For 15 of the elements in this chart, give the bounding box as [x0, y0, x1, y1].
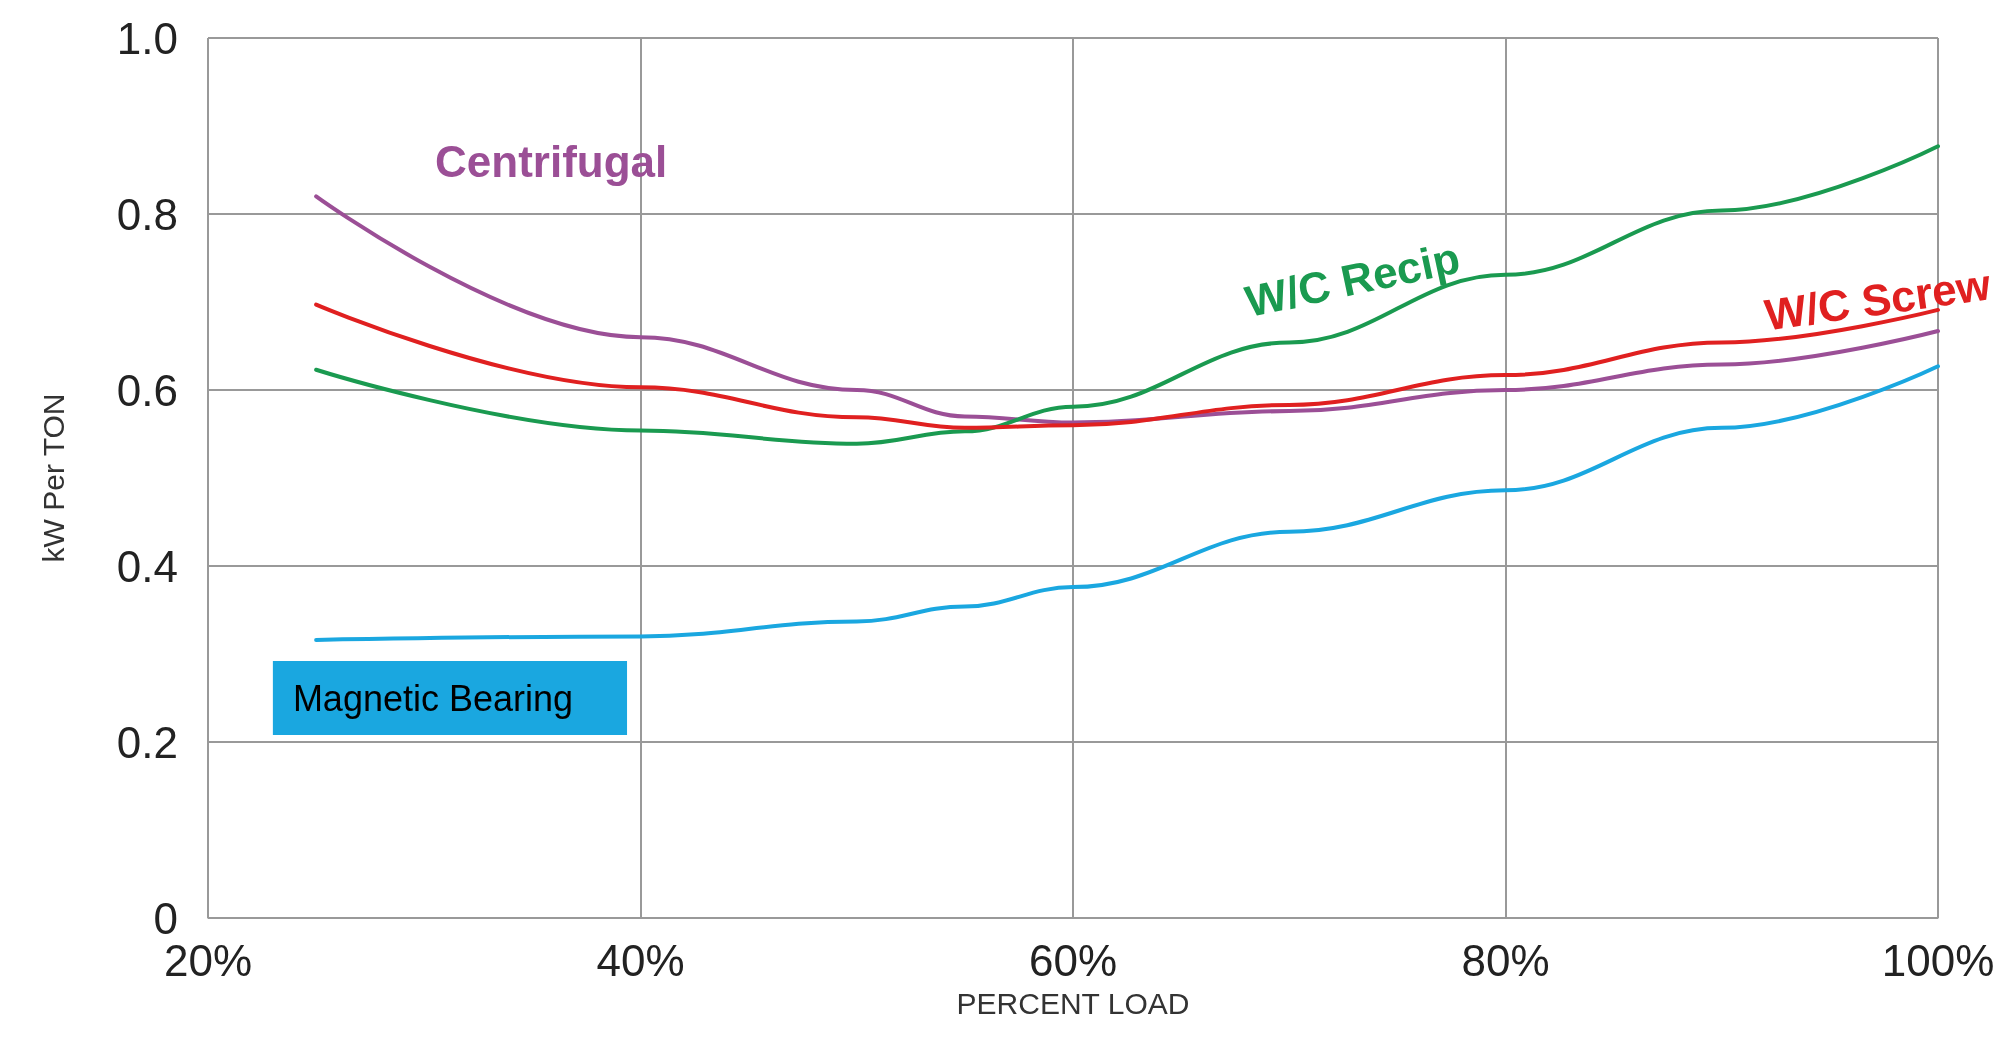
x-tick-label: 80%: [1461, 935, 1550, 985]
y-axis-title: kW Per TON: [36, 393, 70, 563]
text: W/C Screw: [1761, 259, 1995, 340]
x-tick-label: 60%: [1028, 935, 1118, 985]
x-tick-label: 40%: [596, 935, 685, 985]
text: W/C Recip: [1240, 232, 1464, 326]
line-series: [314, 364, 1940, 642]
x-axis-title: PERCENT LOAD: [956, 986, 1190, 1020]
x-tick-label: 100%: [1881, 935, 1995, 985]
y-tick-label: 1.0: [116, 13, 178, 63]
y-tick-label: 0.4: [116, 541, 178, 591]
series-label: Magnetic Bearing: [292, 677, 574, 719]
y-tick-label: 0.6: [116, 365, 178, 415]
y-tick-label: 0.2: [116, 717, 178, 767]
y-tick-label: 0.8: [116, 189, 178, 239]
